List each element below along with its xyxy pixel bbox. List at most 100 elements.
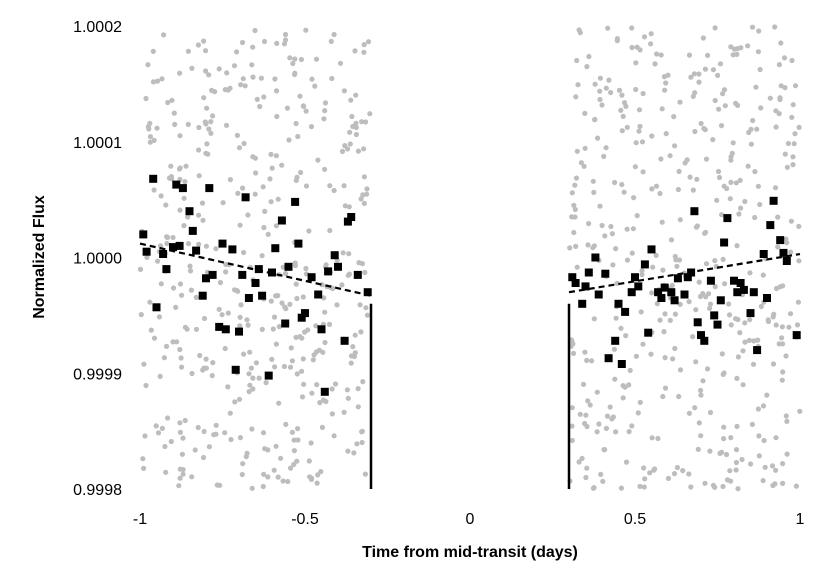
raw-flux-point <box>690 334 696 340</box>
raw-flux-point <box>196 124 202 131</box>
raw-flux-point <box>648 31 654 37</box>
raw-flux-point <box>216 66 222 72</box>
raw-flux-point <box>633 60 639 66</box>
raw-flux-point <box>317 400 323 406</box>
raw-flux-point <box>585 242 591 248</box>
raw-flux-point <box>303 265 309 272</box>
raw-flux-point <box>187 263 193 269</box>
binned-flux-point <box>700 336 709 345</box>
y-tick-label: 0.9999 <box>73 366 122 383</box>
raw-flux-point <box>720 256 726 262</box>
raw-flux-point <box>262 208 268 214</box>
raw-flux-point <box>609 416 615 422</box>
binned-flux-point <box>584 268 593 277</box>
raw-flux-point <box>734 51 740 58</box>
raw-flux-point <box>648 351 654 357</box>
raw-flux-point <box>775 244 781 250</box>
raw-flux-point <box>611 346 618 352</box>
raw-flux-point <box>268 151 274 157</box>
binned-flux-point <box>291 197 300 206</box>
binned-flux-point <box>208 270 217 279</box>
binned-flux-point <box>749 288 758 297</box>
raw-flux-point <box>721 424 727 430</box>
raw-flux-point <box>201 315 208 322</box>
raw-flux-point <box>733 316 739 322</box>
raw-flux-point <box>742 320 748 326</box>
y-tick-label: 1.0002 <box>73 19 122 36</box>
raw-flux-point <box>137 266 144 272</box>
raw-flux-point <box>171 110 177 116</box>
raw-flux-point <box>782 151 788 157</box>
raw-flux-point <box>609 231 616 237</box>
raw-flux-point <box>189 474 195 480</box>
raw-flux-point <box>180 435 186 441</box>
raw-flux-point <box>571 229 577 236</box>
binned-flux-point <box>720 238 729 247</box>
raw-flux-point <box>272 364 278 370</box>
raw-flux-point <box>640 341 646 347</box>
raw-flux-point <box>621 189 627 195</box>
binned-flux-point <box>330 251 339 260</box>
raw-flux-point <box>329 411 335 417</box>
raw-flux-point <box>261 38 268 45</box>
raw-flux-point <box>584 465 590 471</box>
binned-flux-point <box>142 247 151 256</box>
binned-flux-point <box>271 244 280 253</box>
raw-flux-point <box>295 133 301 140</box>
raw-flux-point <box>181 195 187 201</box>
raw-flux-point <box>253 360 259 366</box>
raw-flux-point <box>728 478 734 484</box>
raw-flux-point <box>143 382 149 389</box>
raw-flux-point <box>793 483 800 489</box>
raw-flux-point <box>332 381 339 387</box>
raw-flux-point <box>142 433 148 439</box>
raw-flux-point <box>253 170 259 176</box>
raw-flux-point <box>728 435 734 441</box>
binned-flux-point <box>604 354 613 363</box>
binned-flux-point <box>753 346 762 355</box>
raw-flux-point <box>177 165 183 171</box>
raw-flux-point <box>143 95 149 102</box>
raw-flux-point <box>746 337 753 343</box>
raw-flux-point <box>606 77 612 83</box>
raw-flux-point <box>223 122 230 128</box>
raw-flux-point <box>580 381 587 387</box>
raw-flux-point <box>636 107 643 113</box>
raw-flux-point <box>663 80 669 86</box>
raw-flux-point <box>238 302 244 308</box>
raw-flux-point <box>234 132 240 138</box>
raw-flux-point <box>770 482 776 489</box>
raw-flux-point <box>257 103 263 110</box>
raw-flux-point <box>662 355 668 361</box>
raw-flux-point <box>331 187 337 194</box>
raw-flux-point <box>629 44 635 51</box>
raw-flux-point <box>693 359 699 365</box>
raw-flux-point <box>686 299 692 305</box>
raw-flux-point <box>361 42 367 48</box>
raw-flux-point <box>608 223 614 230</box>
raw-flux-point <box>619 181 625 188</box>
raw-flux-point <box>649 133 655 139</box>
raw-flux-point <box>756 28 762 34</box>
raw-flux-point <box>309 390 315 396</box>
raw-flux-point <box>217 279 223 286</box>
raw-flux-point <box>331 31 337 38</box>
raw-flux-point <box>612 376 618 382</box>
raw-flux-point <box>341 409 347 415</box>
y-tick-label: 1.0001 <box>73 135 122 152</box>
raw-flux-point <box>569 437 575 444</box>
raw-flux-point <box>292 70 298 76</box>
raw-flux-point <box>322 100 329 106</box>
raw-flux-point <box>352 48 358 54</box>
raw-flux-point <box>163 469 169 475</box>
raw-flux-point <box>273 223 279 229</box>
raw-flux-point <box>728 179 734 185</box>
raw-flux-point <box>248 365 254 371</box>
raw-flux-point <box>618 325 624 331</box>
raw-flux-point <box>293 177 299 183</box>
raw-flux-point <box>353 120 359 126</box>
raw-flux-point <box>660 267 666 273</box>
raw-flux-point <box>282 270 289 277</box>
binned-flux-point <box>202 274 210 283</box>
raw-flux-point <box>287 364 294 370</box>
